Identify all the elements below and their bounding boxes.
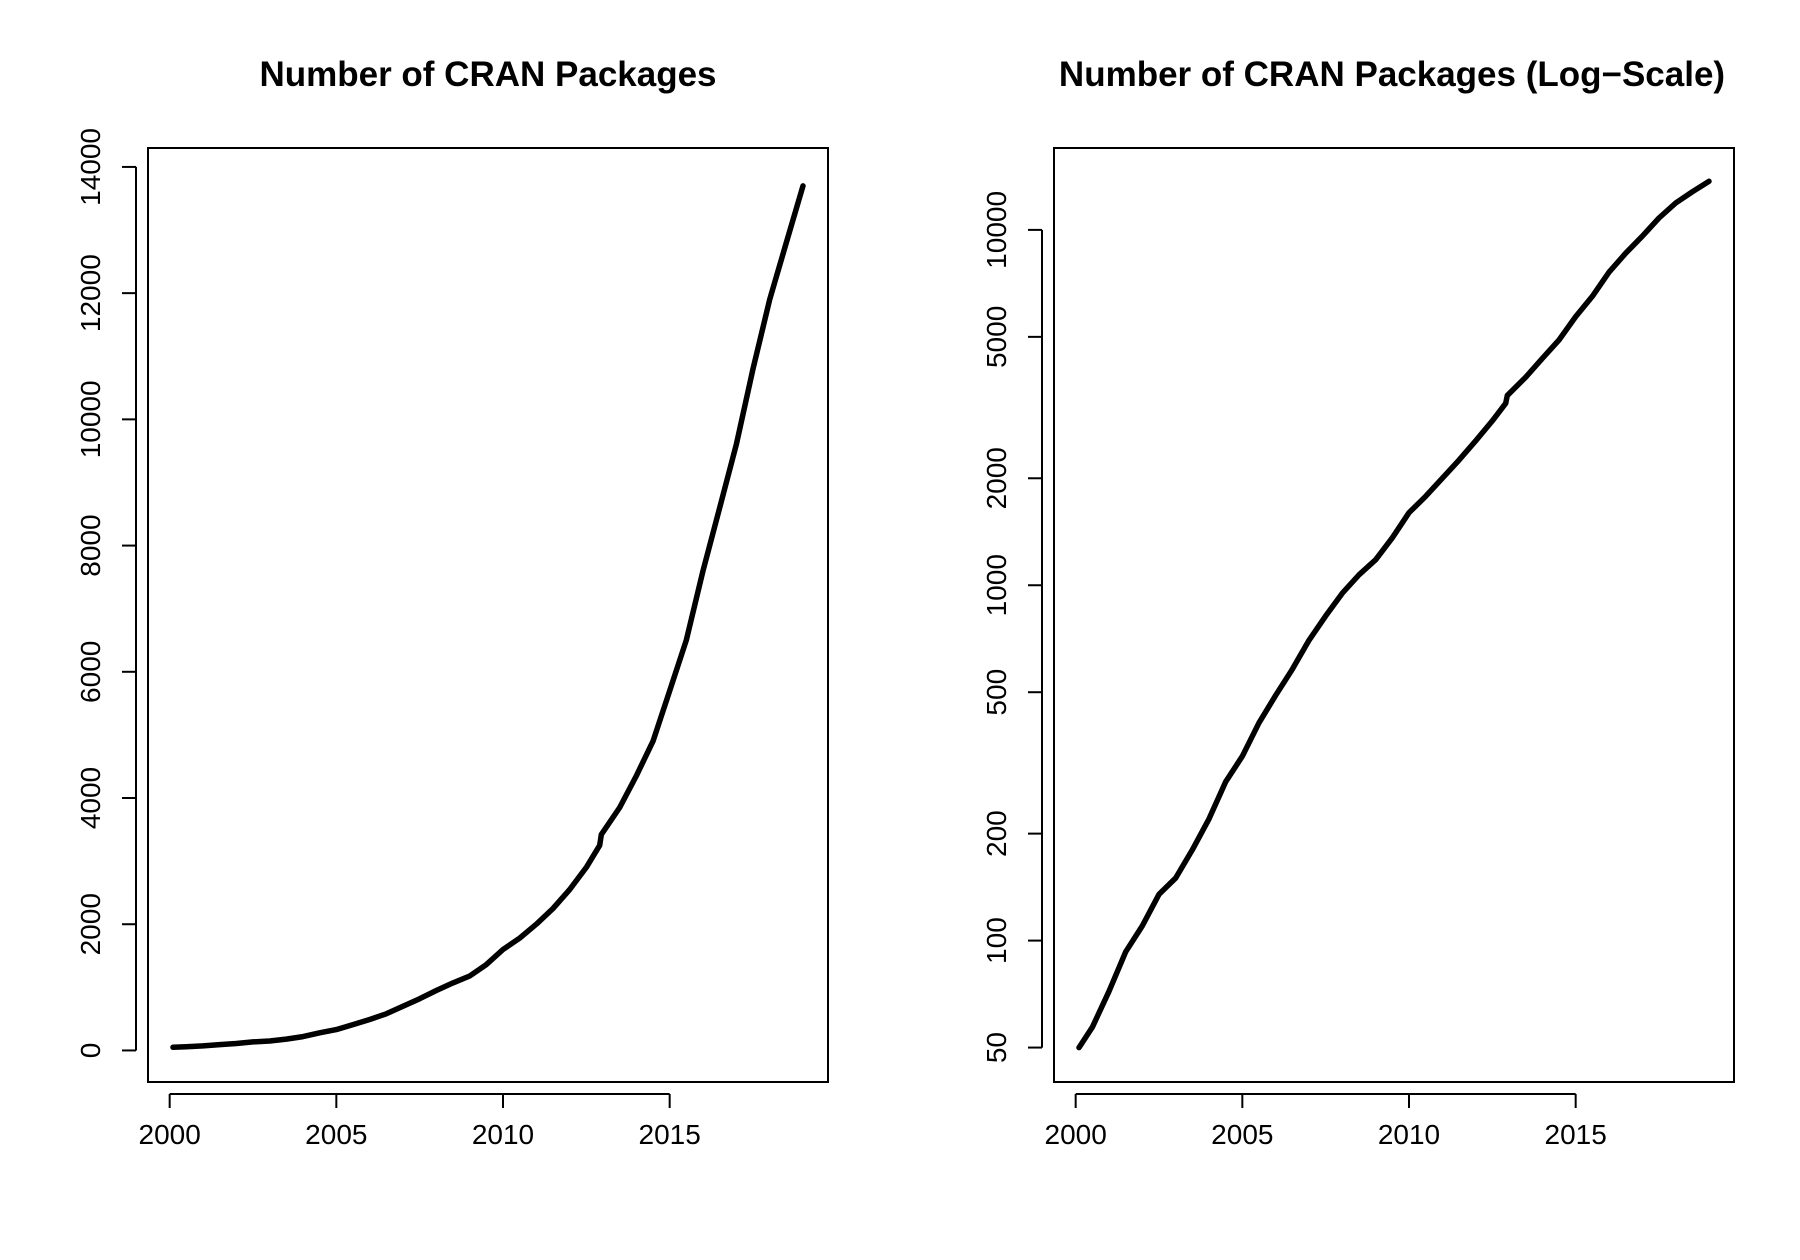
series-line [1076, 178, 1712, 1051]
plot-frame [1053, 147, 1735, 1083]
y-tick-label: 10000 [75, 380, 106, 458]
y-tick-label: 0 [75, 1043, 106, 1059]
chart-title-log: Number of CRAN Packages (Log−Scale) [1059, 55, 1725, 94]
x-tick-label: 2005 [1211, 1119, 1273, 1150]
y-tick-label: 200 [981, 810, 1012, 857]
x-tick-label: 2015 [639, 1119, 701, 1150]
x-tick-label: 2000 [1045, 1119, 1107, 1150]
x-tick-label: 2000 [139, 1119, 201, 1150]
plot-area-linear: 2000 2005 2010 2015 0 2000 4000 6000 8000 10000 12… [75, 128, 829, 1150]
chart-title-linear: Number of CRAN Packages [259, 55, 716, 94]
y-tick-label: 12000 [75, 254, 106, 332]
y-tick-label: 2000 [981, 447, 1012, 509]
series-line [170, 183, 806, 1051]
y-tick-label: 100 [981, 917, 1012, 964]
y-tick-label: 8000 [75, 514, 106, 576]
y-tick-label: 50 [981, 1032, 1012, 1063]
y-tick-label: 1000 [981, 554, 1012, 616]
panel-log: Number of CRAN Packages (Log−Scale) 2000… [981, 55, 1735, 1150]
plot-area-log: 2000 2005 2010 2015 50 100 200 500 1000 2000 5000 1… [981, 147, 1735, 1150]
x-tick-label: 2010 [472, 1119, 534, 1150]
y-tick-label: 2000 [75, 893, 106, 955]
y-tick-label: 14000 [75, 128, 106, 206]
plot-frame [147, 147, 829, 1083]
y-tick-label: 500 [981, 669, 1012, 716]
panel-linear: Number of CRAN Packages 2000 2005 2010 2015… [75, 55, 829, 1150]
y-tick-label: 6000 [75, 641, 106, 703]
y-tick-label: 5000 [981, 306, 1012, 368]
y-tick-label: 4000 [75, 767, 106, 829]
x-tick-label: 2010 [1378, 1119, 1440, 1150]
x-tick-label: 2015 [1545, 1119, 1607, 1150]
y-tick-label: 10000 [981, 191, 1012, 269]
x-tick-label: 2005 [305, 1119, 367, 1150]
